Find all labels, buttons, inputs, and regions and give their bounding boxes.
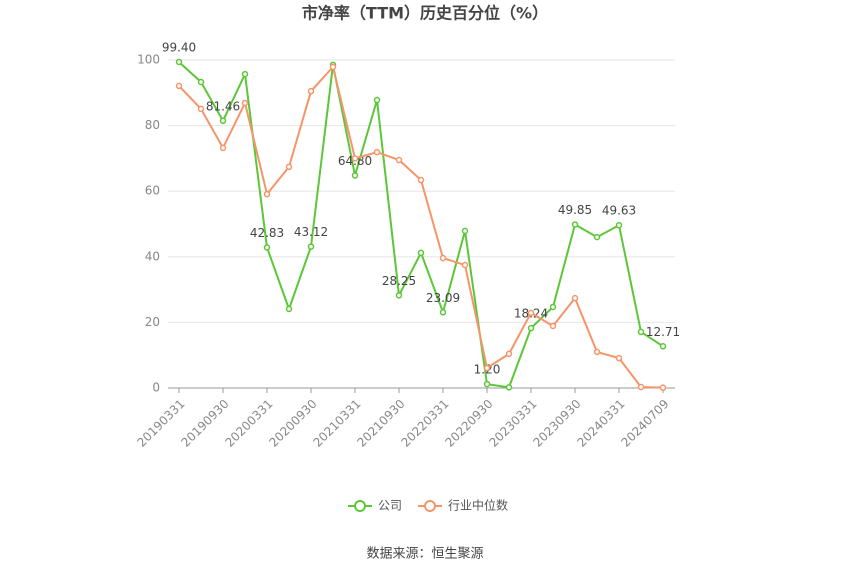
point: [505, 384, 513, 391]
y-tick-label: 40: [145, 249, 160, 263]
point: [439, 254, 447, 262]
source-note: 数据来源：恒生聚源: [366, 547, 483, 562]
point: [527, 309, 535, 317]
point: [285, 305, 293, 313]
legend-label: 行业中位数: [448, 498, 508, 513]
point: [351, 172, 359, 179]
point: [461, 227, 469, 235]
point: [417, 249, 425, 257]
point: [263, 244, 271, 251]
legend-marker: [354, 500, 366, 512]
point: [483, 380, 491, 388]
point: [615, 221, 623, 229]
point: [373, 96, 381, 104]
point: [505, 350, 513, 358]
data-label: 99.40: [162, 40, 196, 54]
data-label: 49.85: [558, 203, 592, 217]
point: [307, 243, 315, 250]
point: [373, 148, 381, 156]
point: [263, 190, 271, 198]
data-label: 28.25: [382, 274, 416, 288]
point: [593, 348, 601, 356]
series-line: [178, 61, 664, 389]
point: [175, 82, 183, 90]
y-tick-label: 60: [145, 184, 160, 198]
point: [593, 233, 601, 241]
chart-title: 市净率（TTM）历史百分位（%）: [302, 4, 548, 23]
point: [351, 155, 359, 162]
point: [307, 87, 315, 95]
point: [659, 343, 667, 350]
data-label: 81.46: [206, 99, 240, 113]
y-tick-label: 80: [145, 118, 160, 132]
point: [571, 221, 579, 228]
point: [417, 176, 425, 184]
point: [615, 354, 623, 362]
point: [439, 309, 447, 316]
y-tick-label: 0: [152, 381, 160, 395]
legend-marker: [424, 500, 436, 512]
point: [637, 328, 645, 336]
data-label: 42.83: [250, 226, 284, 240]
point: [219, 117, 227, 125]
data-label: 43.12: [294, 225, 328, 239]
point: [197, 78, 205, 86]
point: [395, 292, 403, 299]
point: [197, 105, 205, 113]
data-label: 23.09: [426, 291, 460, 305]
point: [549, 322, 557, 330]
point: [395, 156, 403, 164]
point: [241, 70, 249, 78]
data-label: 49.63: [602, 204, 636, 218]
point: [483, 364, 491, 372]
data-label: 12.71: [646, 325, 680, 339]
y-tick-label: 20: [145, 315, 160, 329]
point: [329, 63, 337, 71]
y-tick-label: 100: [137, 53, 160, 67]
point: [571, 294, 579, 302]
point: [175, 58, 183, 66]
point: [219, 144, 227, 152]
point: [241, 99, 249, 107]
point: [285, 163, 293, 171]
point: [461, 261, 469, 269]
legend-label: 公司: [378, 499, 402, 513]
point: [659, 384, 667, 391]
point: [527, 324, 535, 332]
point: [637, 383, 645, 391]
point: [549, 303, 557, 311]
x-tick-label: 20240709: [619, 397, 672, 450]
